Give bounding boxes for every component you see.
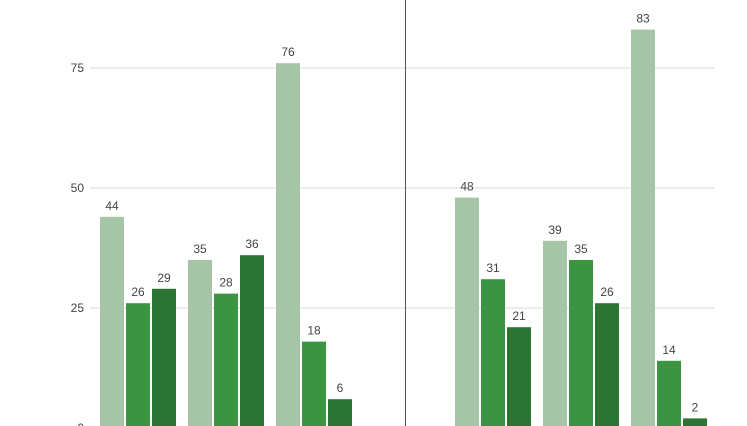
bar: [302, 342, 326, 426]
bar: [683, 418, 707, 426]
bar: [543, 241, 567, 426]
bar: [240, 255, 264, 426]
gridlines: [90, 68, 715, 308]
bar: [595, 303, 619, 426]
data-label: 31: [486, 261, 500, 275]
data-label: 29: [157, 271, 171, 285]
bar: [507, 327, 531, 426]
bar: [569, 260, 593, 426]
y-tick-label: 0: [77, 421, 84, 426]
bar: [188, 260, 212, 426]
data-label: 83: [636, 12, 650, 26]
y-tick-label: 75: [71, 61, 85, 75]
data-label: 28: [219, 276, 233, 290]
data-label: 6: [337, 381, 344, 395]
bar: [152, 289, 176, 426]
bar: [455, 198, 479, 426]
y-tick-label: 50: [71, 181, 85, 195]
bars: [100, 30, 707, 426]
data-label: 21: [512, 309, 526, 323]
data-label: 36: [245, 237, 259, 251]
bar: [126, 303, 150, 426]
data-label: 18: [307, 324, 321, 338]
y-tick-label: 25: [71, 301, 85, 315]
data-label: 26: [131, 285, 145, 299]
bar: [214, 294, 238, 426]
bar: [328, 399, 352, 426]
bar: [276, 63, 300, 426]
data-label: 14: [662, 343, 676, 357]
data-label: 26: [600, 285, 614, 299]
y-axis: 0 25 50 75: [71, 61, 85, 426]
data-label: 2: [692, 400, 699, 414]
data-label: 35: [574, 242, 588, 256]
data-label: 35: [193, 242, 207, 256]
bar: [481, 279, 505, 426]
bar: [631, 30, 655, 426]
data-label: 48: [460, 180, 474, 194]
bar: [100, 217, 124, 426]
data-label: 39: [548, 223, 562, 237]
data-label: 76: [281, 45, 295, 59]
bar: [657, 361, 681, 426]
data-label: 44: [105, 199, 119, 213]
